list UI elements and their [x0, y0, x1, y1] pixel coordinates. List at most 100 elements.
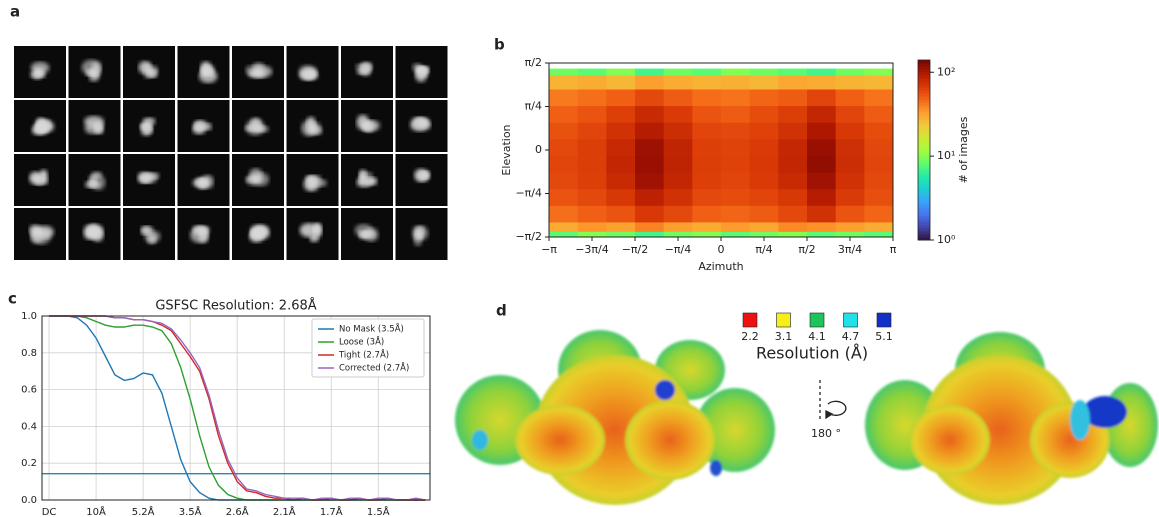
heat-cell: [749, 172, 779, 190]
particle: [305, 174, 322, 182]
heat-cell: [721, 105, 751, 123]
colorbar-step: [918, 174, 930, 178]
heat-cell: [721, 231, 751, 238]
heatmap: −π −3π/4 −π/2 −π/4 0 π/4 π/2 3π/4 π −π/2 −π/4 0 π/4 π…: [500, 56, 970, 273]
y-tick-label: π/4: [525, 100, 542, 113]
heat-cell: [635, 222, 665, 232]
particle: [147, 233, 157, 245]
colorbar-step: [918, 192, 930, 196]
heat-cell: [807, 68, 837, 76]
x-axis-title: Azimuth: [698, 260, 743, 273]
heat-cell: [835, 68, 865, 76]
legend-label: Loose (3Å): [339, 336, 384, 348]
colorbar-step: [918, 78, 930, 82]
colorbar-step: [918, 219, 930, 223]
legend-label: Corrected (2.7Å): [339, 362, 409, 374]
colorbar-frame: [917, 59, 931, 241]
colorbar-step: [918, 156, 930, 160]
density-maps: [455, 330, 1158, 505]
heat-cell: [807, 122, 837, 140]
particle: [253, 65, 273, 78]
heat-cell: [606, 155, 636, 173]
heat-cell: [549, 68, 579, 76]
particle: [255, 125, 269, 133]
fsc-line: [49, 315, 426, 501]
colorbar-title: # of images: [957, 116, 970, 183]
heat-cell: [663, 138, 693, 156]
heat-cell: [663, 105, 693, 123]
colorbar-step: [918, 102, 930, 106]
colorbar-step: [918, 162, 930, 166]
heat-cell: [635, 231, 665, 238]
heat-cell: [835, 172, 865, 190]
particle: [363, 227, 379, 242]
heat-cell: [692, 188, 722, 206]
y-tick-label: 0.2: [21, 458, 37, 469]
colorbar-step: [918, 201, 930, 205]
heat-cell: [835, 138, 865, 156]
heat-cell: [807, 138, 837, 156]
colorbar-step: [918, 87, 930, 91]
colorbar-step: [918, 81, 930, 85]
heat-cell: [635, 138, 665, 156]
heat-cell: [807, 155, 837, 173]
particle: [199, 69, 218, 84]
heat-cell: [835, 205, 865, 223]
x-tick-label: 2.1Å: [273, 505, 296, 517]
heat-cell: [692, 122, 722, 140]
heat-cell: [549, 89, 579, 107]
colorbar-step: [918, 186, 930, 190]
legend-box: [311, 318, 425, 378]
heat-cell: [778, 75, 808, 90]
particle: [94, 121, 105, 134]
legend-swatch: [742, 312, 758, 328]
colorbar-step: [918, 204, 930, 208]
colorbar-step: [918, 228, 930, 232]
heat-cell: [864, 105, 894, 123]
heat-cell: [835, 231, 865, 238]
heat-cell: [778, 138, 808, 156]
colorbar-step: [918, 138, 930, 142]
heat-cell: [864, 172, 894, 190]
colorbar-step: [918, 72, 930, 76]
heat-cell: [807, 105, 837, 123]
legend-label: 5.1: [875, 330, 893, 343]
x-tick-label: 1.7Å: [320, 505, 343, 517]
x-tick-label: 5.2Å: [132, 505, 155, 517]
colorbar-step: [918, 168, 930, 172]
heat-cell: [778, 172, 808, 190]
heat-cell: [749, 231, 779, 238]
legend-title: Resolution (Å): [756, 344, 868, 363]
colorbar-step: [918, 117, 930, 121]
heat-cell: [549, 172, 579, 190]
heat-cell: [635, 105, 665, 123]
x-tick-label: π/4: [755, 243, 772, 256]
colorbar-step: [918, 207, 930, 211]
heat-cell: [864, 222, 894, 232]
colorbar-step: [918, 84, 930, 88]
plot-frame: [41, 315, 431, 501]
x-tick-label: 3.5Å: [179, 505, 202, 517]
x-tick-label: −π/2: [622, 243, 649, 256]
heat-cell: [778, 122, 808, 140]
colorbar-step: [918, 129, 930, 133]
legend-label: 4.1: [808, 330, 826, 343]
panel-label: c: [8, 290, 17, 308]
heat-cell: [663, 68, 693, 76]
heat-cell: [663, 155, 693, 173]
legend-swatch: [876, 312, 892, 328]
particle: [91, 171, 103, 179]
heat-cell: [778, 105, 808, 123]
legend: No Mask (3.5Å)Loose (3Å)Tight (2.7Å)Corr…: [311, 318, 425, 378]
heat-cell: [692, 172, 722, 190]
heat-cell: [577, 138, 607, 156]
heat-cell: [778, 188, 808, 206]
heat-cell: [577, 188, 607, 206]
particle: [198, 227, 209, 243]
heat-cell: [663, 205, 693, 223]
colorbar-step: [918, 213, 930, 217]
legend-label: Tight (2.7Å): [338, 349, 389, 361]
map-left: [455, 330, 775, 505]
y-tick-label: π/2: [525, 56, 542, 69]
particle: [362, 120, 381, 131]
